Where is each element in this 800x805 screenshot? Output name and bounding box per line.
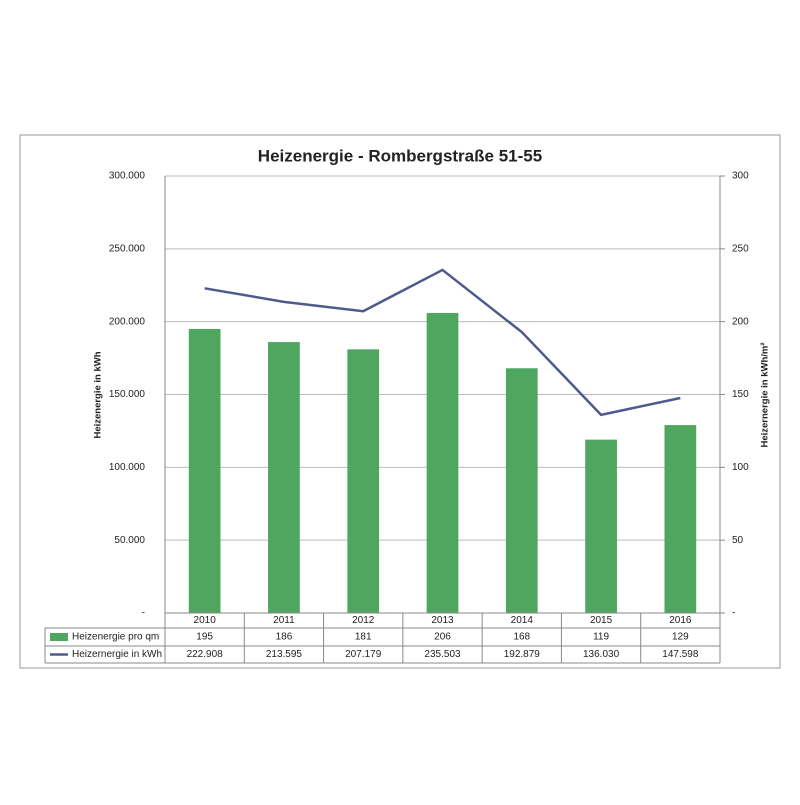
table-value: 147.598: [662, 649, 699, 660]
y-tick-label: 250.000: [109, 243, 146, 254]
y2-tick-label: 150: [732, 389, 749, 400]
y-tick-label: 100.000: [109, 462, 146, 473]
y2-axis-label: Heizernergie in kWh/m²: [760, 342, 771, 447]
bar: [347, 349, 380, 613]
bar: [188, 328, 221, 613]
y-tick-label: 50.000: [114, 535, 145, 546]
y-tick-label: -: [142, 608, 145, 619]
y-tick-label: 200.000: [109, 316, 146, 327]
y2-tick-label: 50: [732, 535, 744, 546]
table-value: 181: [355, 632, 372, 643]
x-tick-label: 2015: [590, 615, 613, 626]
legend-label: Heizernergie in kWh: [72, 649, 162, 660]
table-value: 119: [593, 632, 609, 643]
bar: [585, 439, 617, 613]
y2-tick-label: 100: [732, 462, 749, 473]
y-axis-label: Heizenergie in kWh: [93, 351, 104, 438]
table-value: 213.595: [266, 649, 303, 660]
y2-tick-label: 300: [732, 171, 749, 182]
x-tick-label: 2010: [194, 615, 217, 626]
bar: [505, 368, 538, 613]
table-value: 195: [196, 632, 213, 643]
x-tick-label: 2012: [352, 615, 375, 626]
line: [204, 268, 681, 417]
y2-tick-label: 200: [732, 316, 749, 327]
bar: [426, 312, 459, 613]
table-value: 136.030: [583, 649, 620, 660]
table-value: 168: [513, 632, 530, 643]
table-value: 206: [434, 632, 451, 643]
table-value: 207.179: [345, 649, 382, 660]
legend-label: Heizenergie pro qm: [72, 632, 159, 643]
x-tick-label: 2016: [669, 615, 692, 626]
table-value: 235.503: [424, 649, 461, 660]
bar: [268, 342, 300, 613]
x-tick-label: 2011: [273, 615, 295, 626]
table-value: 186: [276, 632, 293, 643]
y2-tick-label: 250: [732, 243, 749, 254]
bar: [664, 425, 697, 613]
table-value: 129: [672, 632, 689, 643]
table-value: 192.879: [504, 649, 541, 660]
chart-frame: [19, 134, 781, 669]
x-tick-label: 2014: [511, 615, 534, 626]
legend-swatch: [50, 633, 68, 641]
table-value: 222.908: [187, 649, 224, 660]
x-tick-label: 2013: [431, 615, 454, 626]
y2-tick-label: -: [732, 608, 735, 619]
chart-title: Heizenergie - Rombergstraße 51-55: [258, 146, 542, 165]
y-tick-label: 300.000: [109, 171, 146, 182]
y-tick-label: 150.000: [109, 389, 146, 400]
